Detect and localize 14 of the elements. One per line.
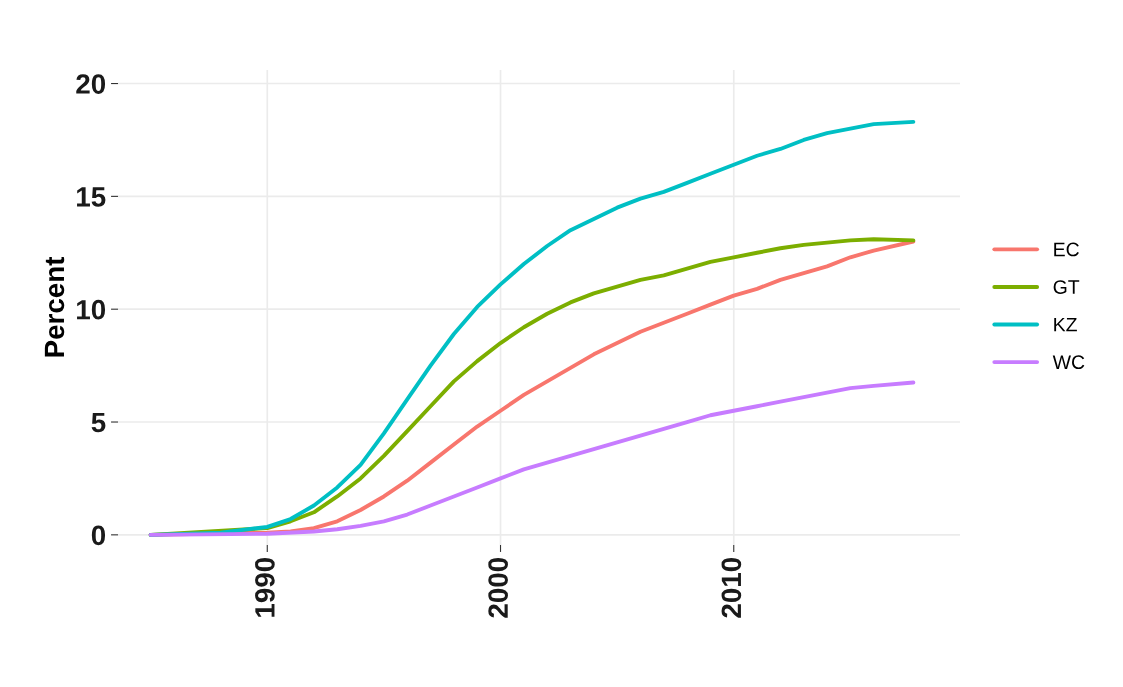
x-tick-label: 1990 [255,557,275,617]
legend-label: EC [1054,242,1079,257]
y-tick-label: 5 [91,412,106,433]
legend-label: KZ [1054,317,1077,332]
legend-label: WC [1052,355,1085,370]
x-tick-label: 2000 [488,557,508,618]
y-axis-title: Percent [44,256,65,357]
y-tick-label: 10 [77,299,106,320]
x-tick-label: 2010 [721,557,742,618]
y-tick-label: 0 [91,525,106,546]
line-series [148,380,916,537]
y-tick-label: 15 [77,187,106,207]
legend-label: GT [1053,280,1080,294]
y-tick-label: 20 [76,74,106,94]
